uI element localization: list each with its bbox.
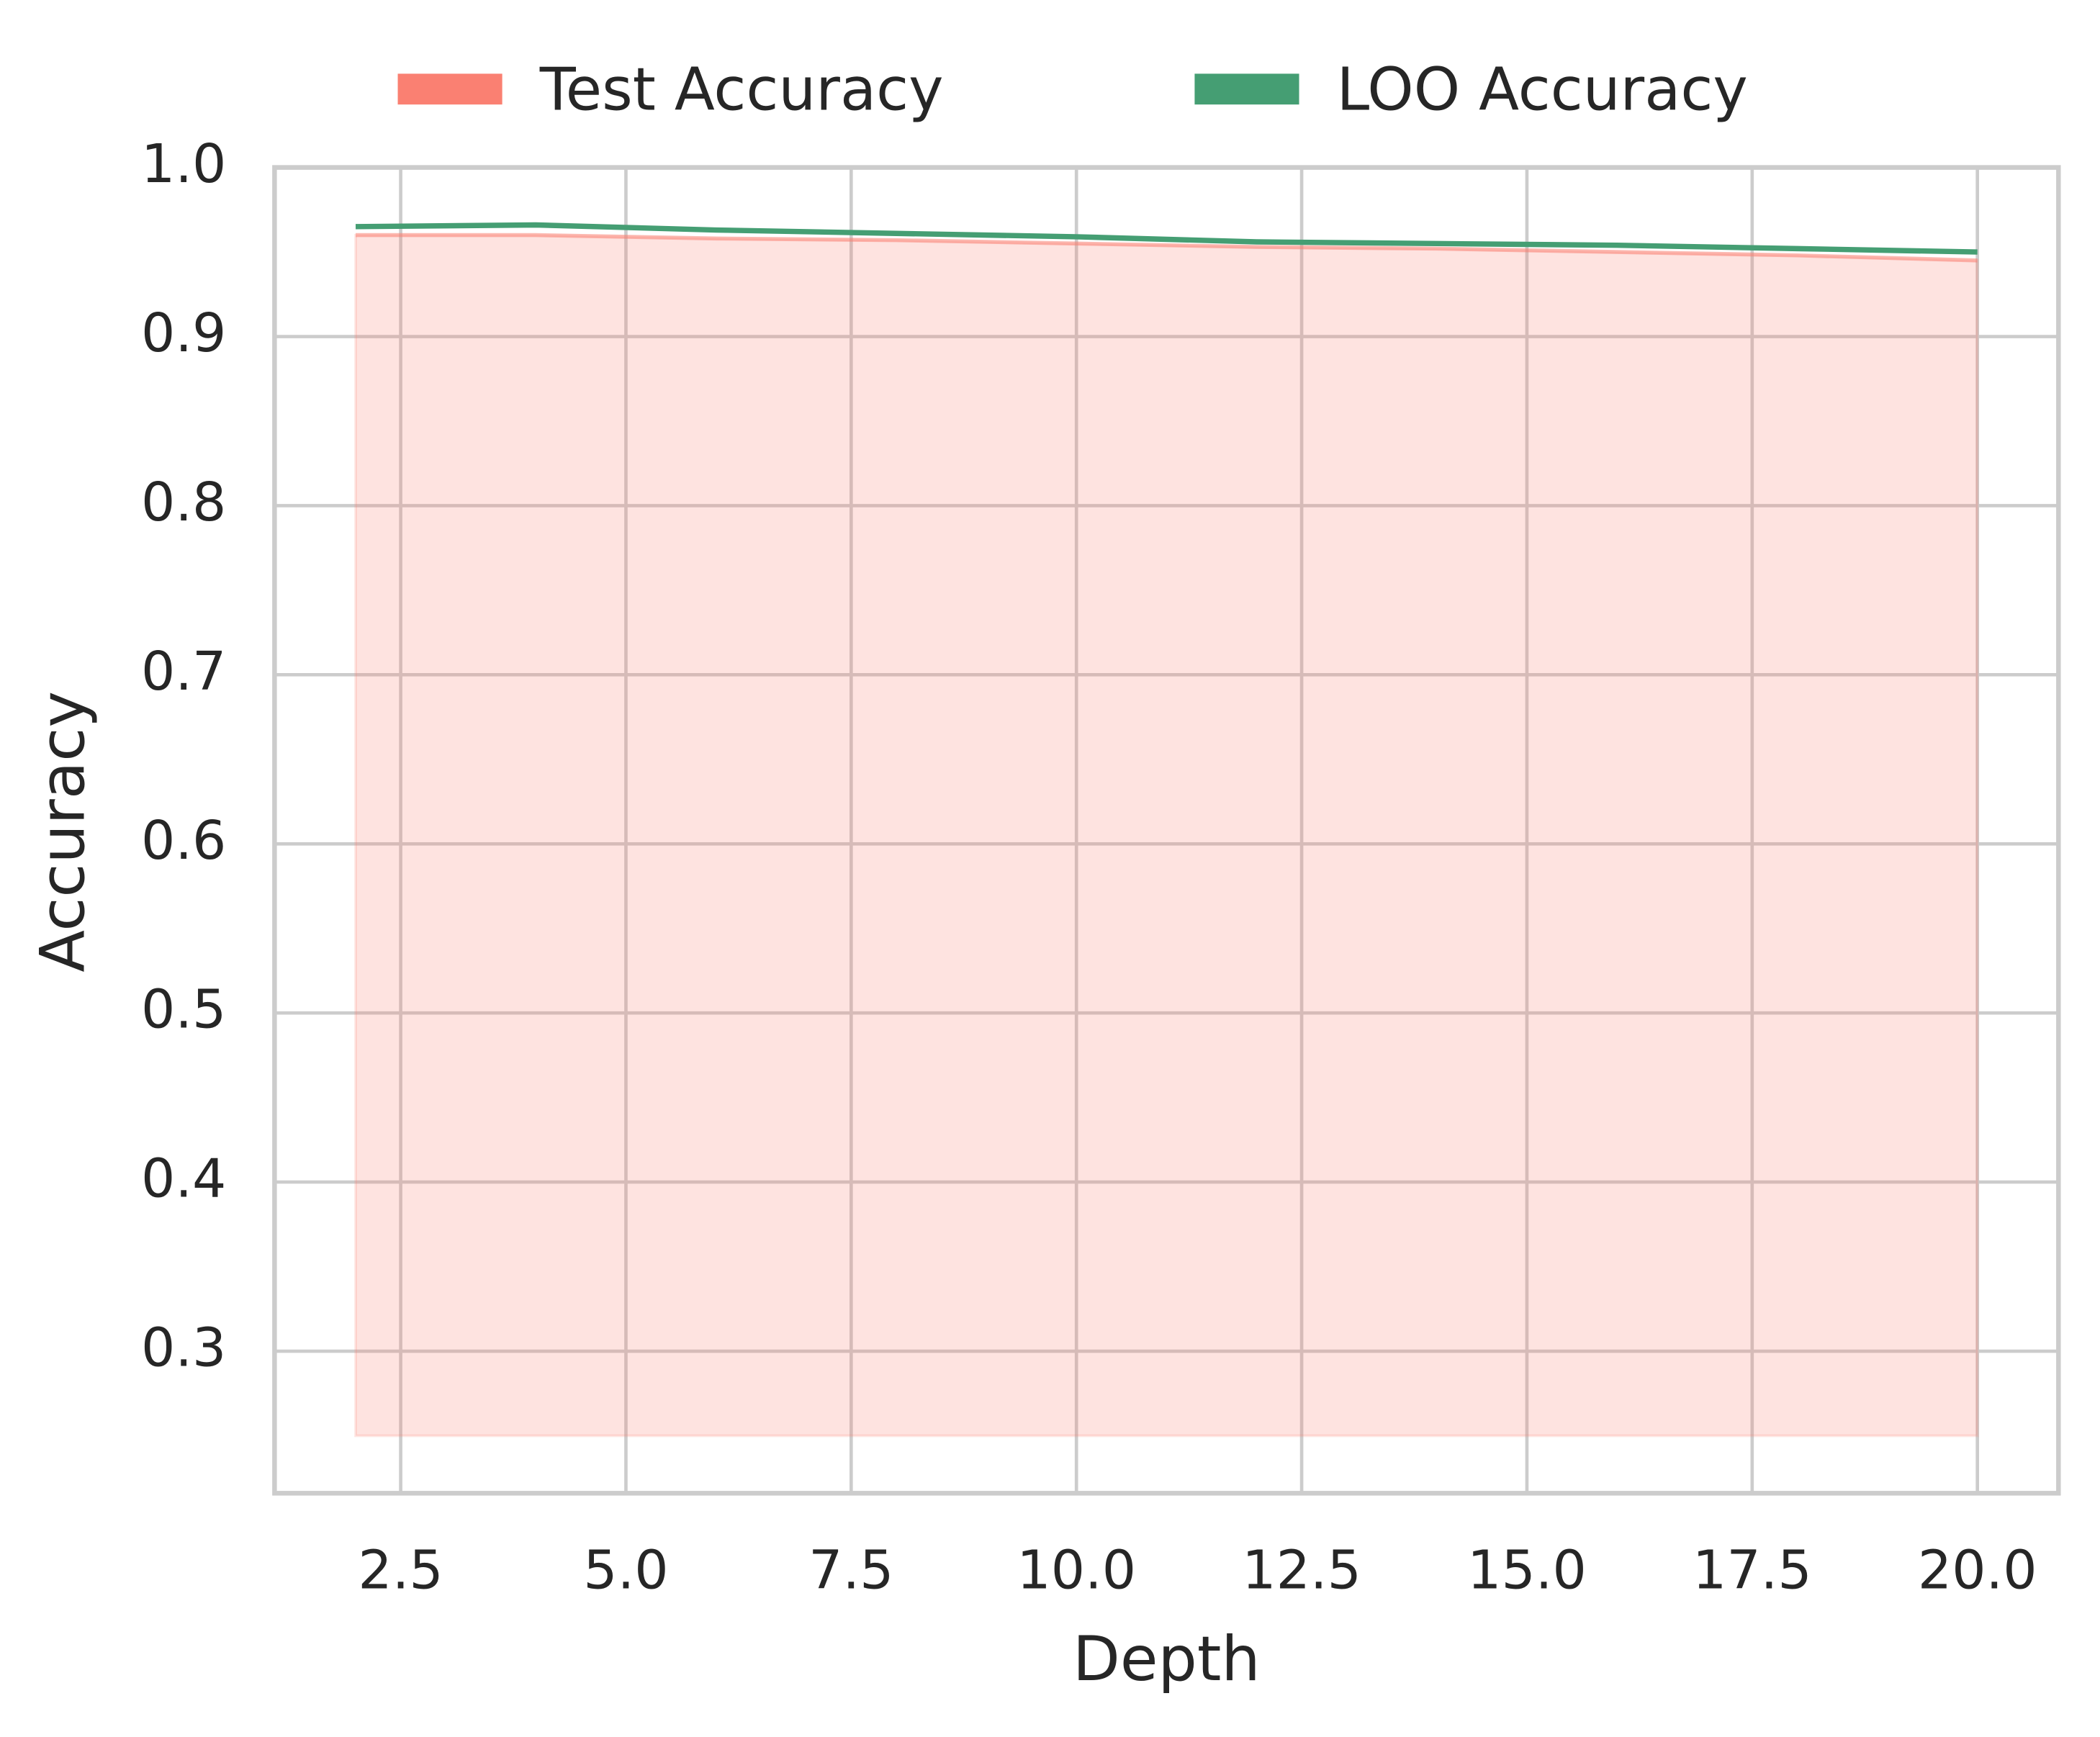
y-axis-label: Accuracy [27,691,99,973]
x-axis-label: Depth [1073,1624,1261,1695]
x-tick-label: 2.5 [358,1538,443,1601]
y-tick-label: 0.6 [141,809,226,872]
x-tick-label: 7.5 [808,1538,893,1601]
legend-label: LOO Accuracy [1337,56,1748,125]
legend-swatch [1194,73,1299,105]
x-tick-label: 12.5 [1242,1538,1361,1601]
area-fill [354,233,1979,1438]
series-line [355,222,1978,255]
series-line [356,233,1978,263]
y-tick-label: 0.7 [141,640,226,703]
y-tick-label: 0.4 [141,1147,226,1210]
plot-frame [272,165,2061,1496]
plot-background [274,167,2059,1494]
x-tick-label: 20.0 [1918,1538,2037,1601]
y-tick-label: 1.0 [141,132,226,195]
x-tick-label: 17.5 [1693,1538,1812,1601]
x-tick-label: 5.0 [583,1538,668,1601]
y-tick-label: 0.9 [141,302,226,364]
y-tick-label: 0.5 [141,978,226,1041]
y-tick-label: 0.8 [141,471,226,533]
legend-label: Test Accuracy [539,56,944,125]
x-tick-label: 15.0 [1467,1538,1587,1601]
x-tick-label: 10.0 [1017,1538,1136,1601]
y-tick-label: 0.3 [141,1317,226,1379]
legend-swatch [397,73,503,105]
